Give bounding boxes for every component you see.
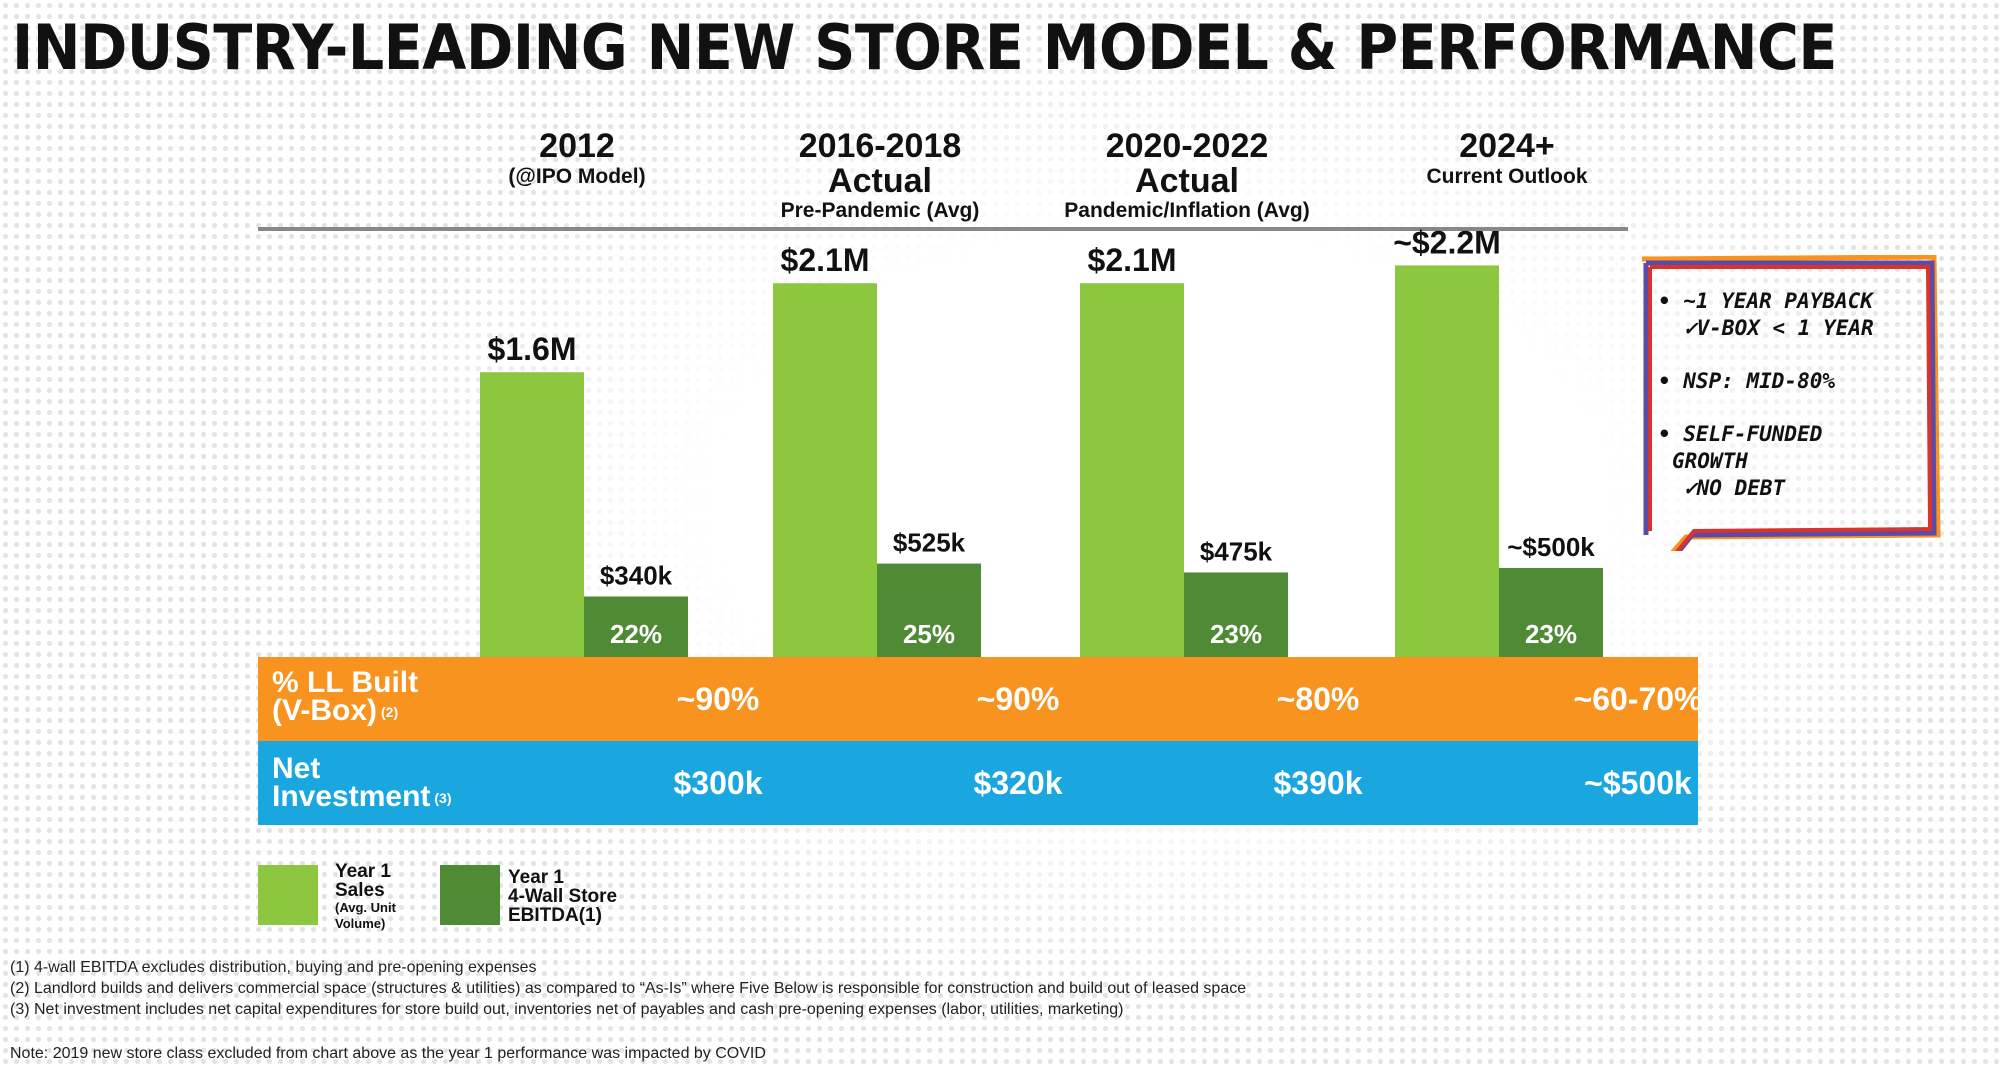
column-header-year: 2024+ <box>1459 127 1555 165</box>
column-header-type: Actual <box>1135 162 1239 200</box>
ebitda-margin-label: 25% <box>903 619 955 649</box>
net-investment-value: $300k <box>673 765 763 801</box>
ebitda-margin-label: 22% <box>610 619 662 649</box>
net-investment-value: $320k <box>973 765 1063 801</box>
ll-built-row: % LL Built (V-Box) (2) ~90% ~90% ~80% ~60… <box>258 657 1702 741</box>
header-divider <box>258 227 1628 231</box>
ebitda-margin-label: 23% <box>1525 619 1577 649</box>
footnote-3: (3) Net investment includes net capital … <box>10 1001 1124 1018</box>
footnote-1: (1) 4-wall EBITDA excludes distribution,… <box>10 959 537 976</box>
footnote-2: (2) Landlord builds and delivers commerc… <box>10 980 1247 997</box>
column-header-2024: 2024+ Current Outlook <box>1357 128 1657 190</box>
legend-sales-line: Sales <box>335 880 385 901</box>
page-title: INDUSTRY-LEADING NEW STORE MODEL & PERFO… <box>12 11 1837 84</box>
sales-value-label: $2.1M <box>1088 242 1177 278</box>
legend-swatch-sales <box>258 865 318 925</box>
legend-swatch-ebitda <box>440 865 500 925</box>
ebitda-bar <box>584 596 688 657</box>
ebitda-margin-label: 23% <box>1210 619 1262 649</box>
net-investment-row: Net Investment (3) $300k $320k $390k ~$50… <box>258 741 1698 825</box>
ll-built-footnote-ref: (2) <box>381 704 399 721</box>
ebitda-bar <box>877 563 981 657</box>
ll-built-value: ~90% <box>676 681 760 717</box>
legend-sales-line: Volume) <box>335 916 386 931</box>
column-header-sub: Pandemic/Inflation (Avg) <box>1064 199 1310 222</box>
net-investment-row-label: Net Investment (3) <box>272 752 452 813</box>
sales-bar <box>480 372 584 657</box>
legend-sales-line: (Avg. Unit <box>335 900 396 915</box>
ll-built-value: ~90% <box>976 681 1060 717</box>
column-header-type: Actual <box>828 162 932 200</box>
sales-value-label: ~$2.2M <box>1393 224 1501 260</box>
legend-ebitda-line: Year 1 <box>508 867 564 888</box>
net-investment-value: ~$500k <box>1584 765 1692 801</box>
callout-line: ✓NO DEBT <box>1684 476 1786 500</box>
ebitda-bar <box>1499 568 1603 657</box>
sales-bar <box>773 283 877 657</box>
legend-sales-line: Year 1 <box>335 861 391 882</box>
ebitda-value-label: $525k <box>893 528 966 558</box>
callout-line: GROWTH <box>1672 449 1748 473</box>
sales-bar <box>1395 265 1499 657</box>
ll-built-label-line2: (V-Box) <box>272 694 377 727</box>
legend-ebitda-line: 4-Wall Store <box>508 886 618 907</box>
net-investment-label-line1: Net <box>272 752 321 785</box>
sales-bar <box>1080 283 1184 657</box>
ll-built-label-line1: % LL Built <box>272 666 419 699</box>
sales-value-label: $1.6M <box>488 331 577 367</box>
legend-label-ebitda: Year 1 4-Wall Store EBITDA(1) <box>508 868 617 925</box>
callout-line: • SELF-FUNDED <box>1658 422 1823 446</box>
covid-note: Note: 2019 new store class excluded from… <box>10 1045 766 1062</box>
column-header-2016-2018: 2016-2018 Actual Pre-Pandemic (Avg) <box>730 128 1030 224</box>
callout-item-self-funded: • SELF-FUNDED GROWTH ✓NO DEBT <box>1658 421 1938 502</box>
column-header-sub: (@IPO Model) <box>508 165 646 188</box>
callout-line: • ~1 YEAR PAYBACK <box>1658 289 1873 313</box>
column-header-year: 2016-2018 <box>798 127 962 165</box>
callout-line: • NSP: MID-80% <box>1658 369 1836 393</box>
sales-value-label: $2.1M <box>781 242 870 278</box>
net-investment-value: $390k <box>1273 765 1363 801</box>
callout-text: • ~1 YEAR PAYBACK ✓V-BOX < 1 YEAR • NSP:… <box>1658 288 1938 528</box>
column-header-2020-2022: 2020-2022 Actual Pandemic/Inflation (Avg… <box>1037 128 1337 224</box>
net-investment-label-line2: Investment <box>272 780 431 813</box>
ll-built-value: ~80% <box>1276 681 1360 717</box>
legend-label-sales: Year 1 Sales (Avg. Unit Volume) <box>335 862 396 932</box>
callout-line: ✓V-BOX < 1 YEAR <box>1684 316 1874 340</box>
callout-item-payback: • ~1 YEAR PAYBACK ✓V-BOX < 1 YEAR <box>1658 288 1938 342</box>
ebitda-bar <box>1184 572 1288 657</box>
callout-bubble <box>1641 255 1941 551</box>
column-header-year: 2020-2022 <box>1105 127 1269 165</box>
callout-item-nsp: • NSP: MID-80% <box>1658 368 1938 395</box>
ll-built-row-label: % LL Built (V-Box) (2) <box>272 666 419 727</box>
column-header-2012: 2012 (@IPO Model) <box>427 128 727 190</box>
footnotes: (1) 4-wall EBITDA excludes distribution,… <box>10 957 1246 1020</box>
ll-built-value: ~60-70% <box>1573 681 1703 717</box>
column-header-sub: Pre-Pandemic (Avg) <box>780 199 980 222</box>
ebitda-value-label: $475k <box>1200 536 1273 566</box>
legend-ebitda-line: EBITDA(1) <box>508 905 602 926</box>
ebitda-value-label: $340k <box>600 560 673 590</box>
net-investment-footnote-ref: (3) <box>434 790 452 807</box>
column-header-sub: Current Outlook <box>1426 165 1588 188</box>
ebitda-value-label: ~$500k <box>1507 532 1595 562</box>
column-header-year: 2012 <box>539 127 615 165</box>
